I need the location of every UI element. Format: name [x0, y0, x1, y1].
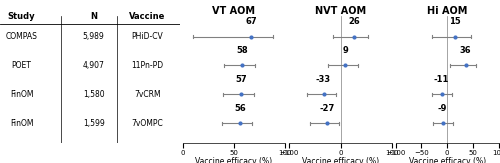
Text: 7vOMPC: 7vOMPC: [132, 119, 164, 128]
Text: POET: POET: [12, 61, 32, 70]
Text: 26: 26: [348, 17, 360, 26]
Text: Study: Study: [8, 12, 36, 21]
Text: -33: -33: [316, 75, 331, 84]
Text: 4,907: 4,907: [82, 61, 104, 70]
Text: 67: 67: [246, 17, 257, 26]
Text: 1,599: 1,599: [82, 119, 104, 128]
Text: 36: 36: [460, 46, 471, 55]
Text: 5,989: 5,989: [82, 32, 104, 41]
Text: 11Pn-PD: 11Pn-PD: [132, 61, 164, 70]
Text: 15: 15: [449, 17, 460, 26]
Text: N: N: [90, 12, 97, 21]
Text: 7vCRM: 7vCRM: [134, 90, 161, 99]
Text: 56: 56: [234, 104, 246, 113]
Text: COMPAS: COMPAS: [6, 32, 38, 41]
X-axis label: Vaccine efficacy (%): Vaccine efficacy (%): [302, 157, 379, 163]
Text: -9: -9: [438, 104, 447, 113]
Text: PHiD-CV: PHiD-CV: [132, 32, 164, 41]
Title: Hi AOM: Hi AOM: [427, 6, 468, 15]
Text: FinOM: FinOM: [10, 119, 34, 128]
Text: 57: 57: [235, 75, 247, 84]
Text: 58: 58: [236, 46, 248, 55]
X-axis label: Vaccine efficacy (%): Vaccine efficacy (%): [196, 157, 272, 163]
Text: 1,580: 1,580: [83, 90, 104, 99]
Title: NVT AOM: NVT AOM: [315, 6, 366, 15]
Text: -27: -27: [319, 104, 334, 113]
Text: FinOM: FinOM: [10, 90, 34, 99]
Title: VT AOM: VT AOM: [212, 6, 256, 15]
Text: -11: -11: [434, 75, 449, 84]
X-axis label: Vaccine efficacy (%): Vaccine efficacy (%): [408, 157, 486, 163]
Text: Vaccine: Vaccine: [130, 12, 166, 21]
Text: 9: 9: [342, 46, 348, 55]
